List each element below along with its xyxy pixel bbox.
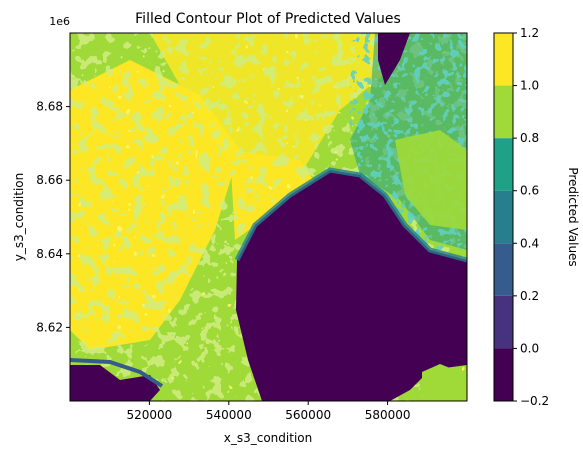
- y-axis-label: y_s3_condition: [12, 173, 26, 261]
- contour-fill-east-patch: [395, 130, 467, 230]
- x-axis-ticks: 520000 540000 560000 580000: [126, 401, 411, 422]
- colorbar-tick-label: 1.0: [520, 79, 539, 93]
- y-tick-label: 8.62: [36, 320, 63, 334]
- chart-title: Filled Contour Plot of Predicted Values: [135, 11, 401, 27]
- y-tick-label: 8.66: [36, 173, 63, 187]
- colorbar-tick-label: 1.2: [520, 26, 539, 40]
- x-tick-label: 520000: [126, 408, 172, 422]
- colorbar-band: [494, 243, 513, 296]
- y-offset-label: 1e6: [49, 15, 70, 28]
- y-tick-label: 8.68: [36, 100, 63, 114]
- colorbar-band: [494, 348, 513, 401]
- x-axis-label: x_s3_condition: [224, 431, 312, 445]
- colorbar-tick-label: 0.0: [520, 341, 539, 355]
- contour-fill-high-southeast: [422, 364, 467, 401]
- colorbar-label: Predicted Values: [566, 167, 580, 266]
- colorbar-tick-label: 0.2: [520, 289, 539, 303]
- contour-fill-low-northeast: [378, 33, 410, 85]
- colorbar-tick-label: 0.4: [520, 236, 539, 250]
- colorbar-band: [494, 85, 513, 139]
- plot-frame: [69, 32, 468, 402]
- x-tick-label: 580000: [365, 408, 411, 422]
- contour-fill-low-southwest-edge: [70, 358, 164, 388]
- y-tick-label: 8.64: [36, 247, 63, 261]
- colorbar-tick-label: 0.6: [520, 184, 539, 198]
- contour-fill-low-center-edge: [234, 167, 467, 263]
- colorbar-band: [494, 33, 513, 86]
- colorbar-band: [494, 295, 513, 349]
- colorbar-band: [494, 190, 513, 244]
- x-tick-label: 540000: [206, 408, 252, 422]
- colorbar: −0.2 0.0 0.2 0.4 0.6 0.8 1.0 1.2: [493, 26, 549, 408]
- colorbar-frame: [493, 32, 514, 402]
- contour-fill-low-southwest: [70, 365, 160, 401]
- colorbar-tick-label: −0.2: [520, 394, 549, 408]
- colorbar-band: [494, 138, 513, 191]
- y-axis-ticks: 8.62 8.64 8.66 8.68: [36, 100, 70, 334]
- contour-fill-low-center: [236, 170, 467, 401]
- x-tick-label: 560000: [285, 408, 331, 422]
- contour-plot-area: [70, 33, 467, 401]
- colorbar-tick-label: 0.8: [520, 131, 539, 145]
